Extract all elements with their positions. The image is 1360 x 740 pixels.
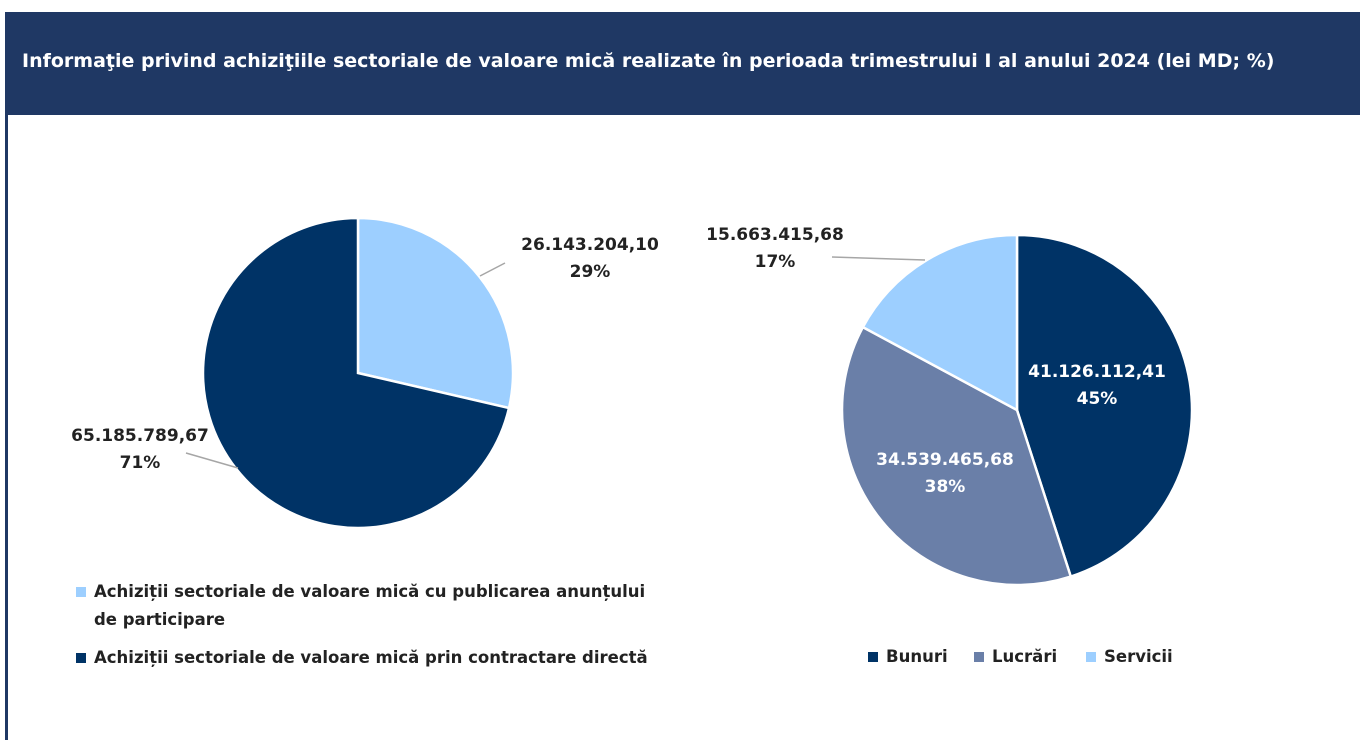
value-label: 65.185.789,67 bbox=[71, 426, 209, 446]
legend-item: Achiziții sectoriale de valoare mică pri… bbox=[76, 644, 666, 672]
pie-slice bbox=[356, 216, 515, 410]
frame-border bbox=[5, 115, 8, 740]
value-label: 34.539.465,68 bbox=[876, 450, 1014, 470]
legend-label: Lucrări bbox=[992, 647, 1058, 666]
percent-label: 17% bbox=[755, 252, 796, 272]
legend-swatch bbox=[76, 587, 86, 597]
legend-swatch bbox=[76, 653, 86, 663]
pie-slice bbox=[1015, 233, 1194, 579]
value-label: 26.143.204,10 bbox=[521, 235, 659, 255]
legend-item: Lucrări bbox=[974, 643, 1057, 671]
legend-label: Achiziții sectoriale de valoare mică pri… bbox=[94, 648, 648, 667]
legend-label: Achiziții sectoriale de valoare mică cu … bbox=[94, 582, 646, 629]
percent-label: 29% bbox=[570, 262, 611, 282]
value-label: 15.663.415,68 bbox=[706, 225, 844, 245]
percent-label: 38% bbox=[925, 477, 966, 497]
legend-swatch bbox=[1086, 652, 1096, 662]
value-label: 41.126.112,41 bbox=[1028, 362, 1166, 382]
legend-item: Achiziții sectoriale de valoare mică cu … bbox=[76, 578, 666, 634]
legend-swatch bbox=[868, 652, 878, 662]
pie-slice bbox=[201, 216, 511, 530]
legend-swatch bbox=[974, 652, 984, 662]
legend-item: Servicii bbox=[1086, 643, 1173, 671]
legend-label: Servicii bbox=[1104, 647, 1173, 666]
leader-line bbox=[831, 256, 926, 261]
pie-slice bbox=[840, 325, 1073, 587]
pie-slice bbox=[861, 233, 1019, 413]
legend-label: Bunuri bbox=[886, 647, 948, 666]
legend-item: Bunuri bbox=[868, 643, 948, 671]
percent-label: 45% bbox=[1077, 389, 1118, 409]
leader-line bbox=[479, 262, 506, 277]
header bbox=[5, 12, 1360, 115]
percent-label: 71% bbox=[120, 453, 161, 473]
page-title: Informaţie privind achiziţiile sectorial… bbox=[22, 50, 1275, 72]
leader-line bbox=[185, 452, 239, 469]
